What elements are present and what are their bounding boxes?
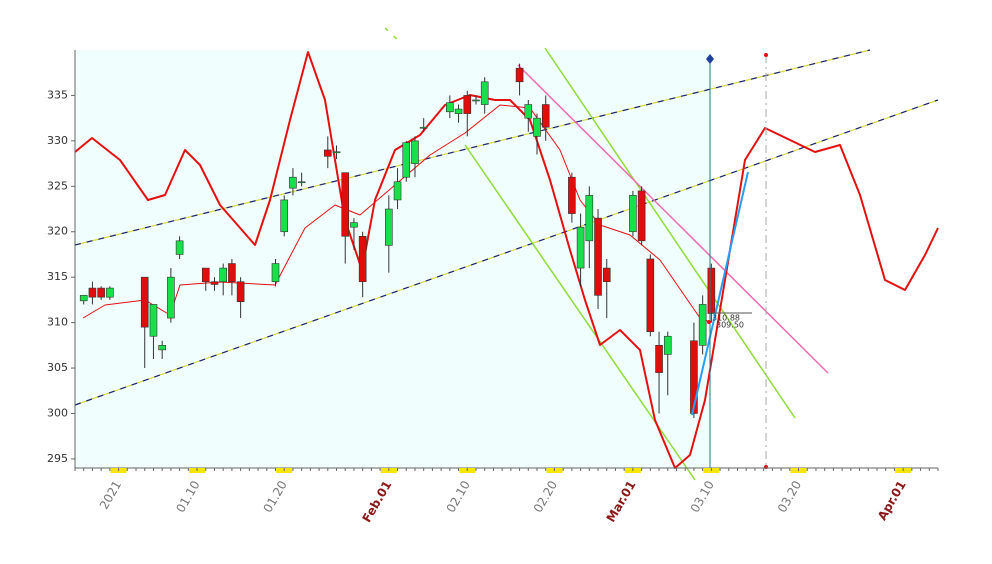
- trend-line: [544, 47, 796, 419]
- moving-average: [82, 104, 711, 323]
- y-tick-label: 330: [47, 134, 68, 147]
- candle-body: [167, 276, 175, 319]
- channel-line: [74, 99, 939, 406]
- candle-body: [201, 267, 210, 283]
- x-tick-label: 02.10: [444, 478, 473, 515]
- candle-body: [228, 263, 236, 283]
- cursor-marker: [764, 53, 768, 57]
- y-tick-label: 325: [47, 179, 68, 192]
- x-tick-label: Feb.01: [359, 478, 394, 525]
- channel-line: [74, 49, 871, 246]
- y-tick-label: 320: [47, 225, 68, 238]
- candle-body: [637, 190, 646, 242]
- front: 310.88 309.50: [691, 54, 752, 468]
- x-tick-label: 03.10: [688, 478, 717, 515]
- candle-body: [297, 181, 306, 184]
- candle-body: [79, 295, 88, 302]
- candles: [79, 63, 716, 419]
- candle-body: [385, 208, 393, 246]
- y-tick-label: 335: [47, 88, 68, 101]
- y-tick-label: 310: [47, 316, 68, 329]
- y-tick-label: 315: [47, 270, 68, 283]
- y-tick-label: 305: [47, 361, 68, 374]
- y-tick-label: 295: [47, 452, 68, 465]
- oscillator-curve: [74, 51, 939, 469]
- plot-shade: [75, 50, 710, 468]
- candle-body: [568, 176, 576, 214]
- candle-body: [175, 240, 184, 255]
- candle-body: [332, 151, 341, 154]
- candle-body: [541, 104, 550, 128]
- candle-body: [585, 195, 594, 242]
- candle-body: [515, 67, 524, 83]
- current-marker: [706, 54, 714, 64]
- candle-body: [323, 149, 332, 157]
- candle-body: [594, 217, 602, 296]
- candle-body: [698, 304, 707, 346]
- candle-body: [690, 340, 698, 414]
- candle-body: [210, 281, 219, 285]
- trend-line: [517, 64, 829, 374]
- x-tick-label: 03.20: [775, 478, 804, 515]
- candle-body: [454, 108, 463, 114]
- candle-body: [149, 304, 158, 337]
- x-tick-label: 2021: [97, 478, 124, 511]
- trend-line: [384, 27, 401, 43]
- candle-body: [280, 199, 289, 233]
- candle-body: [393, 181, 402, 201]
- trend-line: [691, 171, 749, 416]
- candle-body: [446, 102, 454, 113]
- candle-body: [629, 195, 637, 233]
- candle-body: [140, 276, 149, 328]
- candle-body: [524, 104, 533, 119]
- candle-body: [707, 267, 716, 314]
- candle-body: [576, 226, 585, 269]
- candle-body: [463, 95, 472, 114]
- candle-body: [533, 117, 541, 137]
- candle-body: [646, 258, 655, 332]
- y-tick-label: 300: [47, 406, 68, 419]
- candle-body: [472, 99, 480, 102]
- price-label: 309.50: [716, 321, 744, 330]
- candle-body: [663, 335, 672, 355]
- candle-body: [419, 126, 428, 129]
- candle-body: [158, 345, 166, 351]
- candle-body: [341, 172, 350, 237]
- x-tick-label: Mar.01: [604, 478, 639, 524]
- candle-body: [655, 345, 663, 373]
- candle-body: [106, 287, 114, 298]
- candle-body: [236, 281, 245, 303]
- candle-body: [289, 176, 297, 189]
- candle-body: [350, 222, 358, 228]
- overlays: [74, 27, 939, 481]
- candle-body: [411, 140, 419, 164]
- candle-body: [402, 142, 411, 178]
- candle-body: [358, 235, 367, 283]
- candle-body: [88, 287, 97, 298]
- candle-body: [271, 263, 280, 283]
- x-tick-label: 01.10: [173, 478, 202, 515]
- candle-body: [97, 287, 105, 298]
- candle-body: [602, 267, 611, 283]
- candle-body: [219, 267, 227, 283]
- x-tick-label: Apr.01: [875, 478, 909, 523]
- x-tick-label: 01.20: [261, 478, 290, 515]
- x-tick-label: 02.20: [531, 478, 560, 515]
- candle-body: [480, 81, 489, 105]
- price-label: 310.88: [712, 314, 740, 323]
- price-marker: [707, 320, 711, 324]
